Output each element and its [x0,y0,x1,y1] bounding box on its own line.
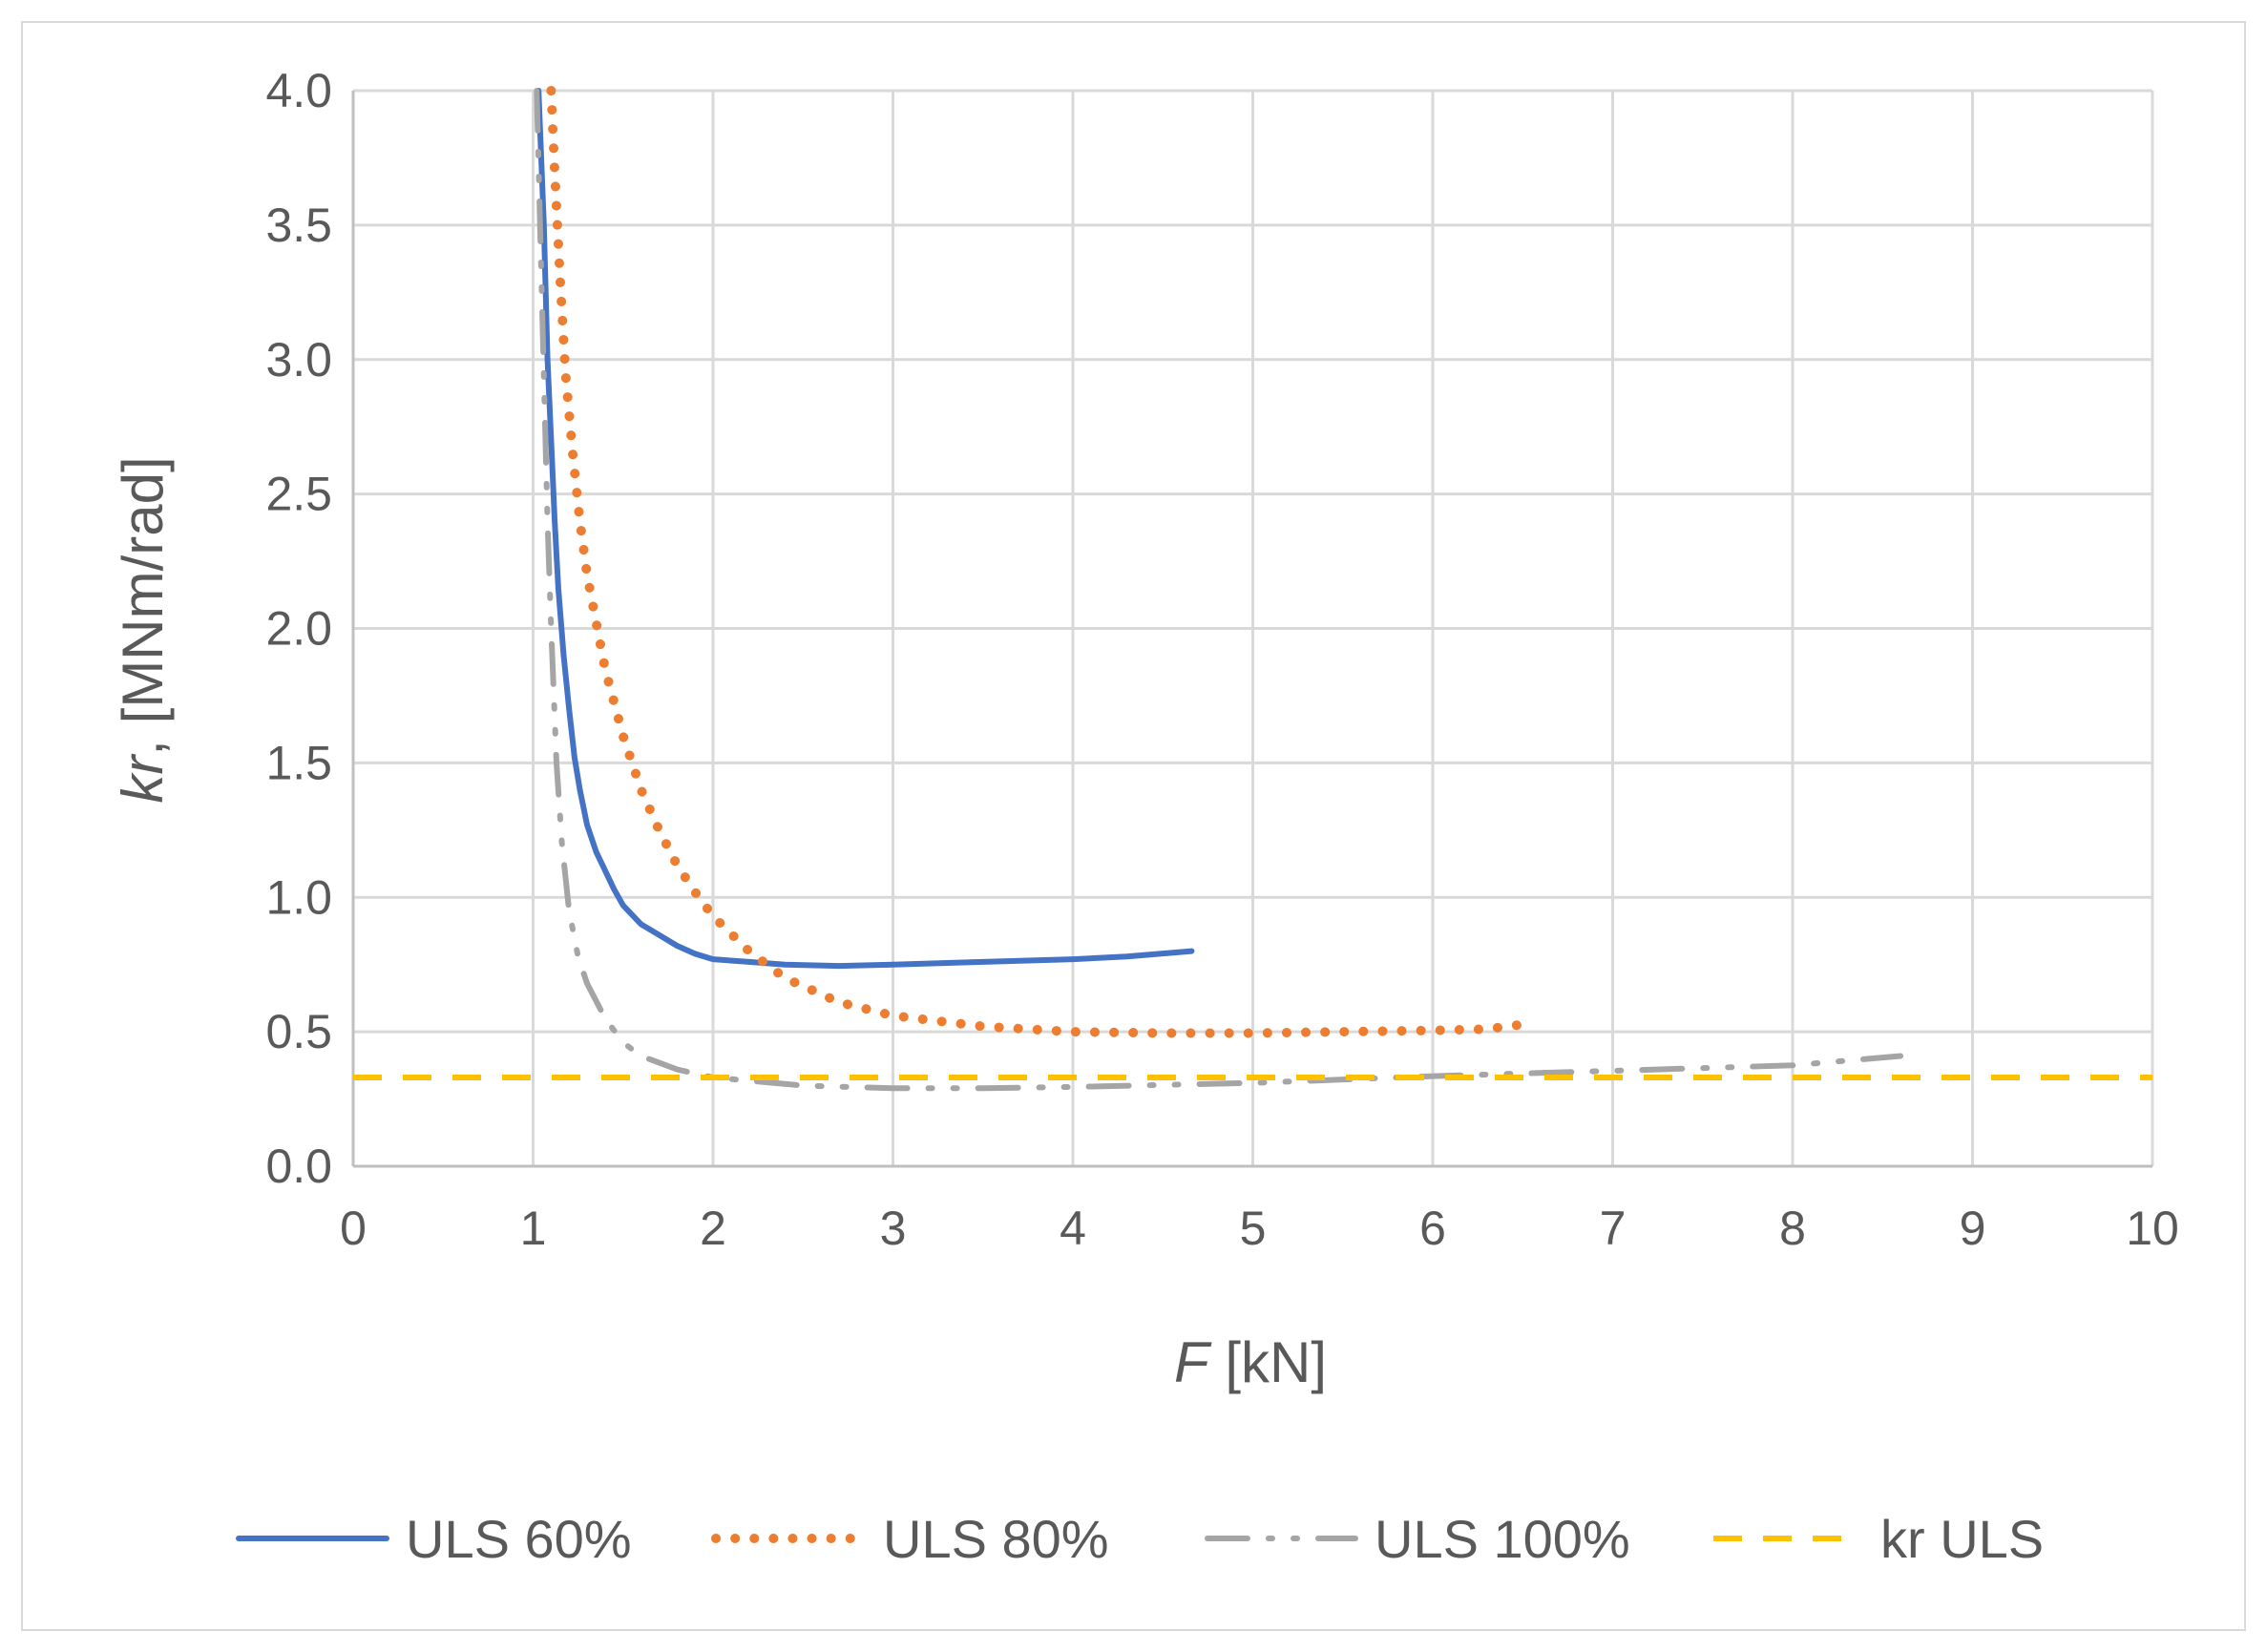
x-tick-label: 1 [520,1202,547,1255]
y-tick-label: 3.5 [265,199,332,252]
x-tick-label: 3 [880,1202,907,1255]
x-tick-label: 2 [700,1202,726,1255]
y-tick-label: 2.5 [265,468,332,521]
x-tick-label: 4 [1060,1202,1086,1255]
series-line-1 [546,86,1533,1038]
series-line-0 [535,88,1195,970]
x-tick-label: 6 [1419,1202,1446,1255]
x-tick-label: 8 [1779,1202,1806,1255]
x-tick-label: 5 [1240,1202,1267,1255]
series-layer [353,86,2152,1092]
x-axis-title-unit: [kN] [1209,1330,1327,1394]
x-axis-title-variable: F [1174,1330,1212,1394]
y-axis-title-variable: kr [111,754,175,804]
chart-frame [21,21,2246,1631]
legend: ULS 60% ULS 80% ULS 100% kr ULS [236,1509,2044,1569]
legend-label-3: kr ULS [1880,1509,2044,1569]
series-line-2 [534,88,1904,1092]
x-tick-label: 0 [340,1202,367,1255]
y-axis-title-unit: , [MNm/rad] [111,456,175,755]
y-tick-label: 1.5 [265,736,332,789]
y-tick-label: 3.0 [265,333,332,387]
x-tick-label: 7 [1600,1202,1627,1255]
y-tick-label: 1.0 [265,870,332,924]
legend-label-0: ULS 60% [406,1509,632,1569]
x-tick-label: 9 [1960,1202,1986,1255]
legend-label-2: ULS 100% [1375,1509,1630,1569]
tick-layer: 0.0 0.5 1.0 1.5 2.0 2.5 3.0 3.5 4.0 0 1 2 3 4 5 6 7 8 9 10 [265,64,2178,1255]
x-tick-label: 10 [2126,1202,2179,1255]
y-tick-label: 4.0 [265,64,332,117]
x-axis-title: F [kN] [1174,1330,1327,1394]
y-axis-title: kr, [MNm/rad] [111,456,175,803]
y-tick-label: 0.0 [265,1140,332,1193]
y-tick-label: 2.0 [265,602,332,656]
y-tick-label: 0.5 [265,1005,332,1058]
grid-layer [351,89,2154,1168]
legend-label-1: ULS 80% [883,1509,1109,1569]
